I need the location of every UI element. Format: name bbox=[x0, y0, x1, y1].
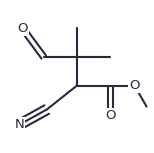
Text: O: O bbox=[129, 79, 140, 92]
Text: O: O bbox=[105, 109, 116, 122]
Text: O: O bbox=[17, 22, 28, 35]
Text: N: N bbox=[15, 118, 24, 131]
